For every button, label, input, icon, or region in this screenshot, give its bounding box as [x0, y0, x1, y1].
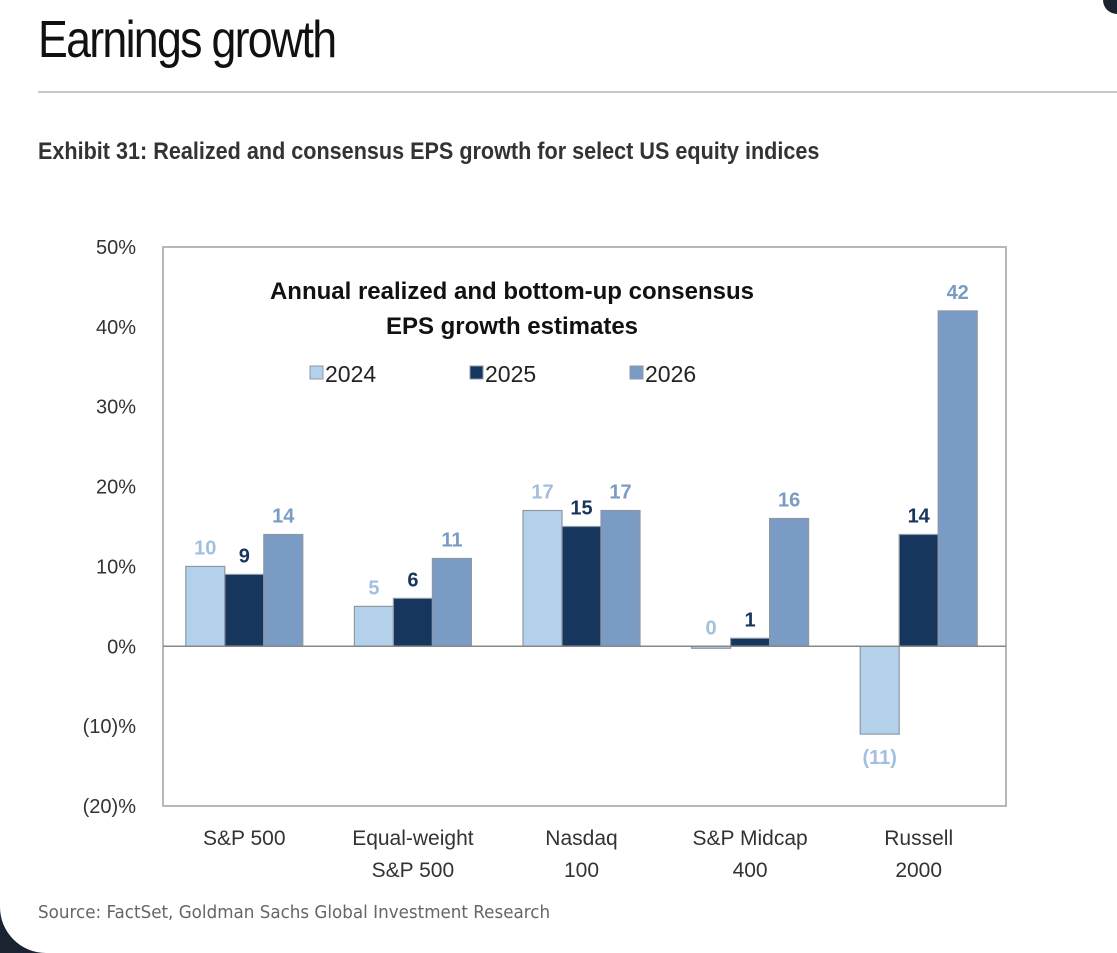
bar-2025-4 [898, 533, 939, 647]
legend-swatch-2025 [469, 365, 484, 380]
bar-2024-0 [185, 565, 226, 647]
data-label-2024-4: (11) [862, 747, 896, 769]
data-label-2024-2: 17 [531, 482, 553, 504]
chart-title-line-1: Annual realized and bottom-up consensus [270, 278, 754, 305]
data-label-2025-4: 14 [908, 505, 931, 527]
x-axis-categories: S&P 500 Equal-weight S&P 500 Nasdaq 100 S&P M… [203, 827, 953, 882]
y-tick-label: (20)% [83, 796, 137, 818]
bar-2026-0 [263, 533, 304, 647]
category-label: Equal-weight [352, 827, 474, 850]
y-tick-label: 30% [96, 397, 136, 419]
category-label: S&P 500 [372, 859, 455, 882]
data-label-2025-2: 15 [570, 498, 592, 520]
y-tick-label: (10)% [83, 716, 137, 738]
y-tick-label: 20% [96, 477, 136, 499]
data-label-2026-3: 16 [778, 490, 800, 512]
category-label: 400 [733, 859, 768, 882]
bar-2026-4 [937, 310, 978, 647]
bar-2025-1 [392, 597, 433, 647]
bar-2024-4 [859, 645, 900, 735]
source-note: Source: FactSet, Goldman Sachs Global In… [38, 902, 551, 923]
legend-swatch-2024 [309, 365, 324, 380]
legend-label-2024: 2024 [325, 361, 376, 387]
title-divider [38, 91, 1117, 93]
category-label: 2000 [895, 859, 942, 882]
y-tick-label: 0% [107, 636, 136, 658]
bar-2026-2 [600, 509, 641, 647]
page-title: Earnings growth [38, 11, 337, 69]
category-label: S&P 500 [203, 827, 286, 850]
data-label-2026-2: 17 [609, 482, 631, 504]
legend: 2024 2025 2026 [309, 361, 696, 387]
bar-2026-1 [431, 557, 472, 647]
bar-2024-2 [522, 509, 563, 647]
bar-2025-2 [561, 525, 602, 647]
data-label-2025-1: 6 [407, 569, 418, 591]
category-label: S&P Midcap [693, 827, 808, 850]
exhibit-title: Exhibit 31: Realized and consensus EPS g… [38, 138, 820, 165]
legend-label-2026: 2026 [645, 361, 696, 387]
bar-2026-3 [768, 517, 810, 647]
category-label: Nasdaq [545, 827, 617, 850]
data-label-2024-0: 10 [194, 537, 216, 559]
legend-swatch-2026 [629, 365, 644, 380]
chart-title-line-2: EPS growth estimates [386, 313, 638, 340]
data-label-2026-4: 42 [947, 282, 969, 304]
bar-2024-1 [353, 605, 394, 647]
legend-label-2025: 2025 [485, 361, 536, 387]
data-label-2026-0: 14 [272, 505, 295, 527]
data-label-2024-3: 0 [706, 617, 717, 639]
data-label-2024-1: 5 [368, 577, 379, 599]
bar-2025-3 [729, 637, 771, 647]
data-labels: 10 5 17 0 (11) 9 6 15 1 14 14 11 17 16 42 [194, 282, 969, 769]
y-axis-ticks: 50% 40% 30% 20% 10% 0% (10)% (20)% [83, 237, 137, 818]
category-label: 100 [564, 859, 599, 882]
plot-frame [162, 246, 1007, 807]
data-label-2025-3: 1 [745, 609, 756, 631]
data-label-2026-1: 11 [441, 529, 462, 551]
y-tick-label: 40% [96, 317, 136, 339]
data-label-2025-0: 9 [239, 545, 250, 567]
y-tick-label: 50% [96, 237, 136, 259]
y-tick-label: 10% [96, 556, 136, 578]
bar-2025-0 [224, 573, 265, 647]
category-label: Russell [884, 827, 953, 850]
bars [185, 310, 978, 735]
